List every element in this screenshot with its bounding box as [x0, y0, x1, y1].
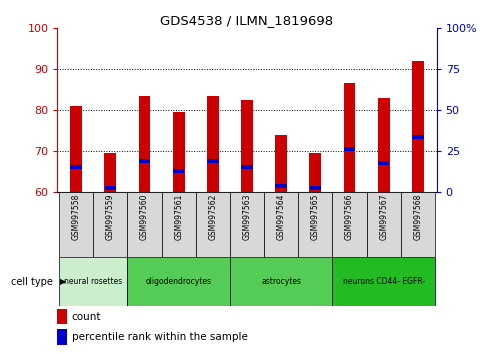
- Bar: [59, 192, 93, 257]
- Bar: [196, 192, 230, 257]
- Bar: [173, 169, 184, 173]
- Bar: [367, 192, 401, 257]
- Bar: [332, 257, 435, 306]
- Text: GSM997559: GSM997559: [106, 194, 115, 240]
- Title: GDS4538 / ILMN_1819698: GDS4538 / ILMN_1819698: [161, 14, 333, 27]
- Text: oligodendrocytes: oligodendrocytes: [146, 277, 212, 286]
- Bar: [57, 309, 67, 325]
- Bar: [298, 192, 332, 257]
- Bar: [127, 192, 162, 257]
- Bar: [412, 61, 424, 192]
- Bar: [139, 96, 151, 192]
- Bar: [207, 96, 219, 192]
- Bar: [207, 159, 219, 163]
- Bar: [275, 135, 287, 192]
- Text: GSM997562: GSM997562: [209, 194, 218, 240]
- Bar: [241, 100, 253, 192]
- Bar: [401, 192, 435, 257]
- Bar: [378, 161, 389, 165]
- Bar: [127, 257, 230, 306]
- Bar: [310, 185, 321, 190]
- Bar: [275, 183, 287, 188]
- Text: count: count: [72, 312, 101, 322]
- Bar: [59, 257, 127, 306]
- Bar: [57, 329, 67, 345]
- Text: GSM997558: GSM997558: [72, 194, 81, 240]
- Bar: [70, 106, 82, 192]
- Bar: [242, 165, 252, 169]
- Bar: [70, 165, 82, 169]
- Bar: [332, 192, 367, 257]
- Text: astrocytes: astrocytes: [261, 277, 301, 286]
- Bar: [230, 257, 332, 306]
- Bar: [139, 159, 150, 163]
- Text: GSM997561: GSM997561: [174, 194, 183, 240]
- Bar: [104, 153, 116, 192]
- Text: GSM997565: GSM997565: [311, 194, 320, 240]
- Text: GSM997567: GSM997567: [379, 194, 388, 240]
- Bar: [264, 192, 298, 257]
- Text: neurons CD44- EGFR-: neurons CD44- EGFR-: [342, 277, 425, 286]
- Bar: [162, 192, 196, 257]
- Bar: [344, 147, 355, 151]
- Bar: [412, 135, 424, 139]
- Bar: [173, 112, 185, 192]
- Text: GSM997566: GSM997566: [345, 194, 354, 240]
- Text: cell type: cell type: [10, 276, 52, 287]
- Text: GSM997568: GSM997568: [413, 194, 422, 240]
- Text: GSM997564: GSM997564: [276, 194, 285, 240]
- Text: neural rosettes: neural rosettes: [64, 277, 122, 286]
- Bar: [309, 153, 321, 192]
- Text: GSM997560: GSM997560: [140, 194, 149, 240]
- Bar: [105, 185, 116, 190]
- Bar: [93, 192, 127, 257]
- Text: GSM997563: GSM997563: [243, 194, 251, 240]
- Bar: [343, 84, 355, 192]
- Text: percentile rank within the sample: percentile rank within the sample: [72, 332, 248, 342]
- Bar: [378, 98, 390, 192]
- Bar: [230, 192, 264, 257]
- Text: ▶: ▶: [60, 277, 66, 286]
